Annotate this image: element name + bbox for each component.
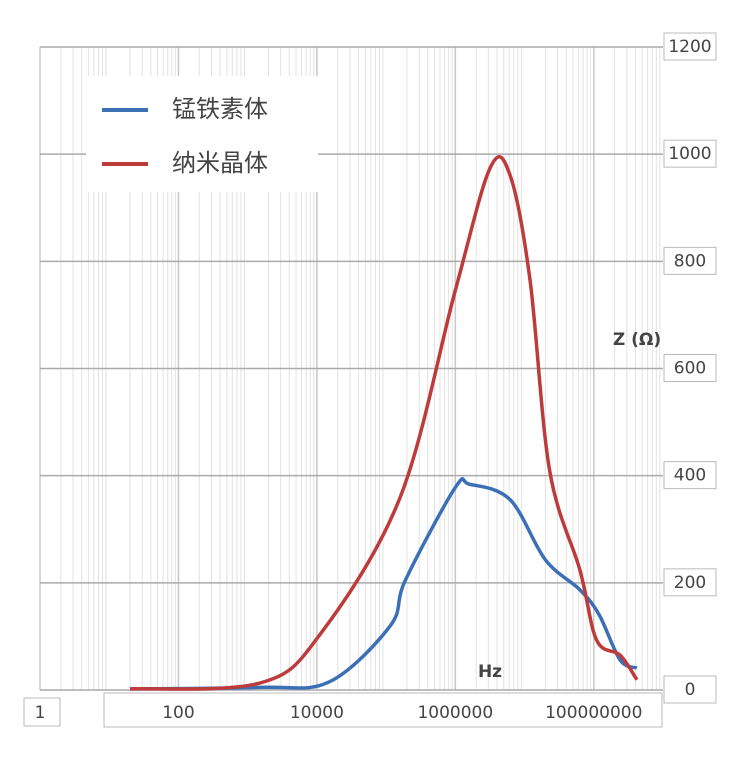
legend-box — [86, 76, 318, 192]
y-tick-label: 600 — [674, 359, 706, 379]
x-tick-label: 1000000 — [417, 703, 493, 723]
series-line — [129, 155, 639, 691]
y-axis-label: Z (Ω) — [613, 330, 661, 350]
legend-label: 纳米晶体 — [172, 149, 268, 177]
series-line — [130, 477, 638, 691]
x-tick-label: 1 — [35, 703, 46, 723]
x-label-box — [103, 692, 663, 728]
y-tick-label: 1000 — [668, 144, 711, 164]
y-tick-label: 200 — [674, 573, 706, 593]
y-tick-label: 800 — [674, 251, 706, 271]
y-tick-label: 0 — [685, 680, 696, 700]
lines — [129, 155, 639, 691]
x-tick-label: 100000000 — [545, 703, 642, 723]
x-tick-label: 10000 — [290, 703, 344, 723]
x-tick-label: 100 — [162, 703, 194, 723]
y-tick-box — [663, 568, 717, 597]
y-tick-box — [663, 32, 717, 61]
x-tick-box — [23, 697, 61, 727]
legend-label: 锰铁素体 — [172, 95, 268, 123]
x-axis-label: Hz — [478, 662, 502, 682]
y-tick-box — [663, 139, 717, 168]
y-tick-box — [663, 461, 717, 490]
y-tick-box — [663, 354, 717, 382]
y-tick-box — [663, 246, 717, 275]
y-tick-label: 1200 — [668, 37, 711, 57]
y-tick-box — [663, 675, 717, 704]
y-tick-label: 400 — [674, 466, 706, 486]
